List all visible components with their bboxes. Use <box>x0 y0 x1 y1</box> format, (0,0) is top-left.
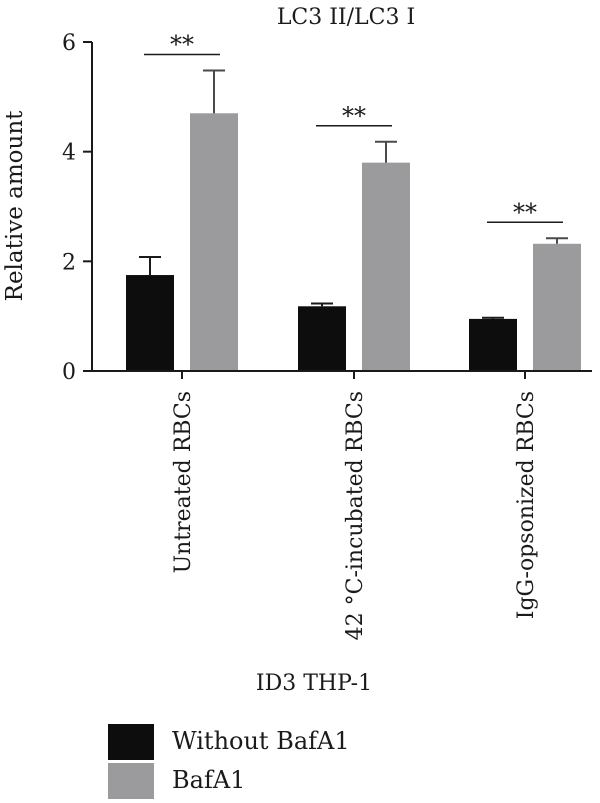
error-bars <box>139 69 568 319</box>
legend-label-bafa1: BafA1 <box>172 766 246 794</box>
x-tick-label-igg-opsonized-rbcs: IgG-opsonized RBCs <box>514 391 539 619</box>
significance-markers: ** ** ** <box>144 31 563 226</box>
legend-label-without-bafa1: Without BafA1 <box>172 727 350 755</box>
legend-item-without-bafa1: Without BafA1 <box>108 724 588 764</box>
bar-bafa1-igg-opsonized-rbcs <box>533 243 581 371</box>
legend-swatch-without-bafa1 <box>108 724 154 760</box>
y-tick-label: 6 <box>62 31 76 56</box>
y-tick-label: 0 <box>62 360 76 385</box>
x-tick-label-untreated-rbcs: Untreated RBCs <box>171 391 196 573</box>
y-tick-label: 2 <box>62 250 76 275</box>
chart-title: LC3 II/LC3 I <box>277 5 415 30</box>
y-tick-label: 4 <box>62 141 76 166</box>
y-axis: 0 2 4 6 <box>62 31 93 385</box>
bar-bafa1-42-c-incubated-rbcs <box>362 162 410 371</box>
legend-swatch-bafa1 <box>108 763 154 799</box>
y-axis-label: Relative amount <box>2 110 28 302</box>
x-axis-label: ID3 THP-1 <box>256 671 372 696</box>
significance-label-igg-opsonized-rbcs: ** <box>513 198 537 226</box>
bar-without-bafa1-42-c-incubated-rbcs <box>298 306 346 371</box>
bar-without-bafa1-untreated-rbcs <box>126 275 174 371</box>
significance-label-42-c-incubated-rbcs: ** <box>342 102 366 130</box>
x-tick-label-42-c-incubated-rbcs: 42 °C-incubated RBCs <box>343 391 368 640</box>
bars <box>126 113 581 372</box>
bar-bafa1-untreated-rbcs <box>190 113 238 372</box>
significance-label-untreated-rbcs: ** <box>170 31 194 59</box>
bar-without-bafa1-igg-opsonized-rbcs <box>469 318 517 371</box>
x-axis: Untreated RBCs 42 °C-incubated RBCs IgG-op… <box>92 370 592 640</box>
legend-item-bafa1: BafA1 <box>108 763 588 803</box>
